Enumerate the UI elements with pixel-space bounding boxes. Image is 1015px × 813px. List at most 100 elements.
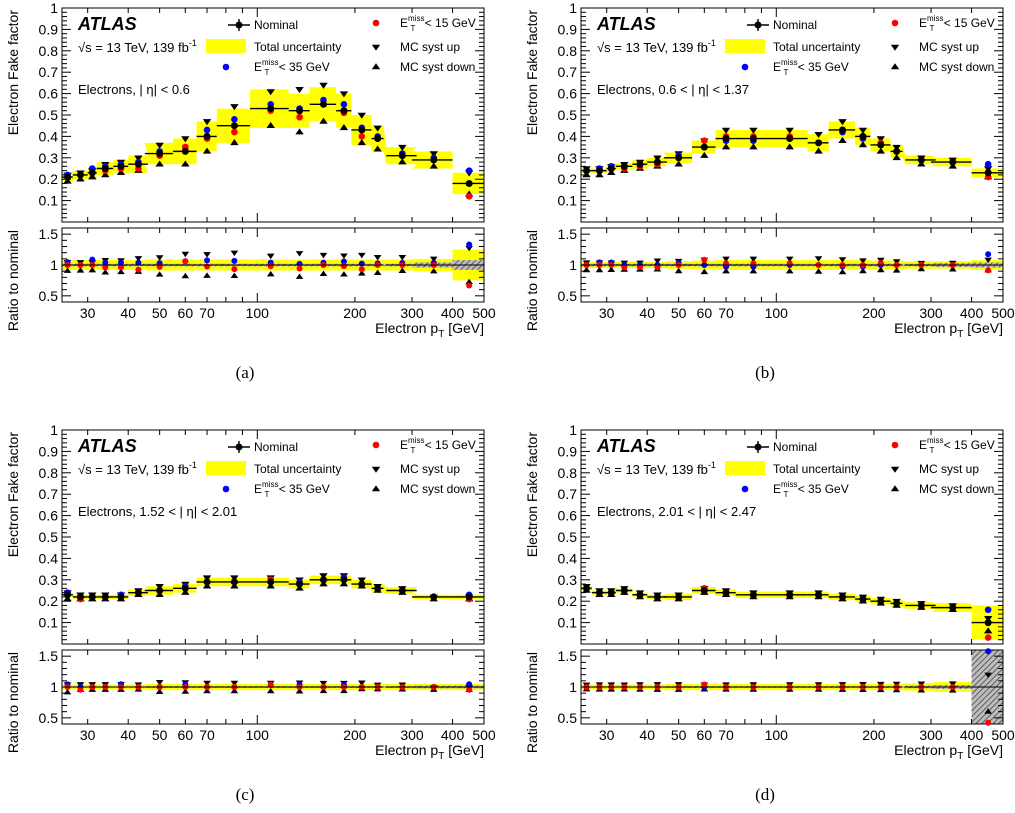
- ratio-syst-down-marker: [230, 687, 239, 694]
- nominal-marker: [358, 580, 366, 588]
- y-tick-label-top: 0.1: [39, 193, 59, 209]
- y-tick-label-top: 0.5: [558, 107, 578, 123]
- ratio-syst-down-marker: [63, 267, 72, 273]
- x-tick-label: 70: [199, 727, 215, 743]
- ratio-syst-up-marker: [181, 251, 190, 258]
- nominal-marker: [64, 591, 72, 599]
- total-uncertainty-band: [581, 121, 1003, 178]
- syst-down-marker: [582, 171, 591, 178]
- nominal-marker: [653, 593, 661, 601]
- ratio-met35-marker: [466, 241, 473, 248]
- ratio-met15-marker: [621, 264, 628, 271]
- nominal-marker: [398, 152, 406, 160]
- region-label: Electrons, | η| < 0.6: [78, 82, 190, 97]
- nominal-marker: [101, 165, 109, 172]
- syst-up-marker: [339, 91, 349, 98]
- y-tick-label-top: 0.1: [558, 193, 578, 209]
- syst-up-marker: [814, 131, 823, 139]
- ratio-syst-down-marker: [230, 272, 239, 279]
- syst-down-marker: [63, 177, 72, 184]
- syst-down-marker: [266, 582, 275, 589]
- ratio-syst-up-marker: [340, 253, 348, 259]
- y-tick-label-top: 0.4: [558, 550, 578, 566]
- x-tick-label: 100: [765, 305, 789, 321]
- legend-met35-label: Emiss T < 35 GeV: [254, 480, 330, 499]
- x-tick-label: 40: [120, 305, 136, 321]
- ratio-met35-marker: [102, 259, 109, 266]
- legend-met35-marker: [741, 485, 749, 493]
- legend-syst-down-marker: [890, 63, 900, 70]
- legend-syst-up-marker: [890, 44, 900, 51]
- nominal-marker: [749, 591, 757, 599]
- nominal-marker: [358, 126, 366, 134]
- syst-down-marker: [700, 151, 709, 158]
- nominal-marker: [786, 591, 794, 599]
- y-tick-label-top: 0.9: [39, 443, 59, 459]
- nominal-marker: [340, 576, 348, 584]
- legend-syst-down-label: MC syst down: [919, 482, 994, 496]
- legend: Nominal Total uncertainty Emiss T < 35 GeV E…: [725, 14, 995, 77]
- panel-b: 0.1 0.2 0.3 0.4 0.5 0.6 0.7 0.8 0.9 1 0.5 1 1.5 30 40 5…: [524, 0, 1015, 340]
- syst-down-marker: [749, 143, 758, 150]
- ratio-met15-marker: [701, 681, 708, 688]
- nominal-marker: [230, 578, 238, 586]
- nominal-marker: [595, 167, 603, 175]
- nominal-marker: [181, 584, 189, 592]
- x-tick-label: 70: [199, 305, 215, 321]
- x-tick-label: 500: [472, 727, 496, 743]
- syst-down-marker: [814, 147, 823, 154]
- ratio-syst-down-marker: [607, 266, 616, 272]
- x-tick-label: 400: [960, 305, 984, 321]
- ratio-syst-down-marker: [398, 267, 407, 274]
- ratio-syst-down-marker: [357, 270, 366, 276]
- y-tick-label-top: 0.5: [558, 529, 578, 545]
- ratio-syst-up-marker: [429, 256, 438, 263]
- ratio-met35-marker: [231, 257, 238, 264]
- syst-down-marker: [858, 141, 868, 148]
- nominal-marker: [949, 604, 957, 612]
- ratio-syst-down-marker: [63, 688, 72, 695]
- met35-marker: [203, 126, 211, 134]
- x-tick-label: 400: [441, 305, 465, 321]
- total-uncertainty-band: [581, 586, 1003, 640]
- y-tick-label-top: 0.7: [558, 64, 578, 80]
- y-tick-label-top: 1: [50, 0, 58, 16]
- x-tick-label: 400: [960, 727, 984, 743]
- x-axis-title: Electron pT [GeV]: [375, 742, 484, 762]
- syst-down-marker: [116, 169, 126, 176]
- ratio-met35-marker: [985, 648, 992, 655]
- nominal-marker: [917, 156, 925, 164]
- x-tick-label: 300: [400, 305, 424, 321]
- nominal-marker: [117, 593, 125, 601]
- legend-syst-down-marker: [371, 63, 381, 70]
- ratio-syst-up-marker: [230, 680, 239, 687]
- syst-up-marker: [181, 136, 190, 143]
- ratio-syst-up-marker: [859, 258, 867, 264]
- y-tick-label-top: 0.9: [39, 21, 59, 37]
- ratio-syst-down-marker: [295, 273, 304, 279]
- x-tick-label: 30: [80, 727, 96, 743]
- y-tick-label-top: 0.8: [39, 43, 59, 59]
- ratio-syst-up-marker: [357, 252, 366, 259]
- ratio-syst-up-marker: [134, 256, 143, 262]
- legend-met15-marker: [891, 19, 899, 27]
- ratio-met35-marker: [340, 258, 347, 265]
- y-tick-label-top: 0.7: [39, 64, 59, 80]
- nominal-marker: [815, 591, 823, 599]
- y-tick-label-top: 0.4: [558, 128, 578, 144]
- y-tick-label-top: 0.1: [558, 615, 578, 631]
- ratio-syst-up-marker: [319, 680, 328, 687]
- x-tick-label: 500: [472, 305, 496, 321]
- region-label: Electrons, 0.6 < | η| < 1.37: [597, 82, 749, 97]
- met15-marker: [231, 128, 238, 136]
- nominal-marker: [319, 100, 327, 108]
- nominal-marker: [374, 135, 382, 143]
- nominal-marker: [296, 107, 304, 115]
- met15-marker: [984, 634, 992, 641]
- legend-total-uncertainty-swatch: [725, 461, 765, 475]
- ratio-syst-down-marker: [859, 267, 867, 274]
- syst-down-marker: [785, 143, 794, 150]
- legend-met35-label: Emiss T < 35 GeV: [773, 480, 849, 499]
- nominal-marker: [984, 619, 992, 627]
